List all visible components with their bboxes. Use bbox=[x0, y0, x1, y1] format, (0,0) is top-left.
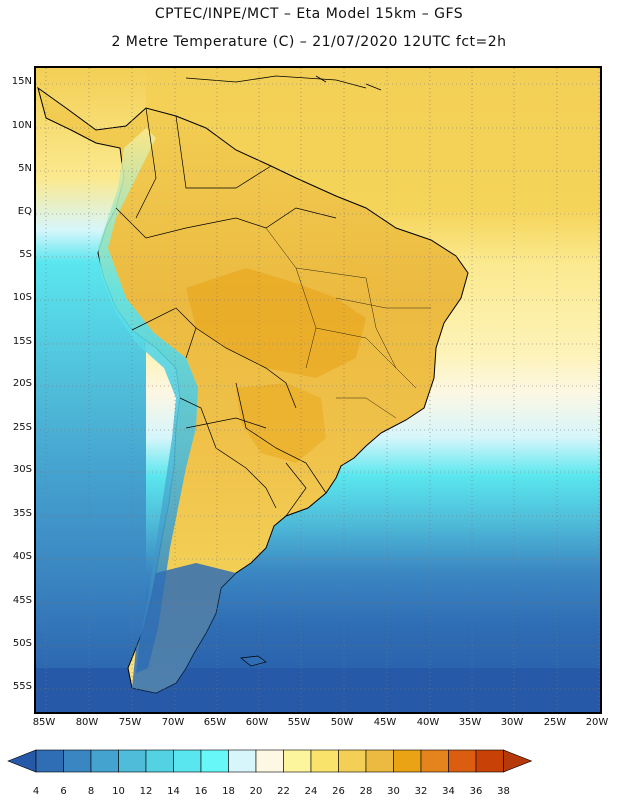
colorbar-tick-label: 20 bbox=[249, 786, 263, 797]
state-borders bbox=[265, 227, 431, 419]
caribbean-coast bbox=[185, 75, 367, 89]
lat-label: 15N bbox=[11, 76, 32, 87]
colorbar-swatch bbox=[90, 749, 119, 773]
lon-label: 80W bbox=[75, 717, 99, 728]
caribbean-islands bbox=[315, 75, 382, 91]
lat-label: 55S bbox=[12, 681, 32, 692]
colorbar-tick-label: 34 bbox=[442, 786, 455, 797]
lat-label: 25S bbox=[12, 422, 32, 433]
lon-label: 30W bbox=[500, 717, 524, 728]
colorbar-tick-label: 38 bbox=[497, 786, 510, 797]
falkland-islands bbox=[240, 655, 267, 667]
colorbar-swatch bbox=[448, 749, 477, 773]
colorbar-tick-label: 26 bbox=[332, 786, 345, 797]
colorbar bbox=[7, 749, 533, 773]
country-borders bbox=[115, 107, 337, 517]
colorbar-tick-label: 16 bbox=[194, 786, 208, 797]
colorbar-swatch bbox=[118, 749, 147, 773]
lat-label: 10N bbox=[11, 120, 32, 131]
lon-label: 40W bbox=[416, 717, 440, 728]
lat-label: 5S bbox=[19, 249, 32, 260]
colorbar-tick-label: 12 bbox=[139, 786, 153, 797]
lon-label: 55W bbox=[287, 717, 311, 728]
lat-label: 40S bbox=[12, 551, 32, 562]
lat-label: 10S bbox=[12, 292, 32, 303]
hot-south-patch bbox=[236, 383, 326, 463]
chart-title-line1: CPTEC/INPE/MCT – Eta Model 15km – GFS bbox=[154, 6, 464, 22]
colorbar-swatch bbox=[63, 749, 92, 773]
lat-label: 45S bbox=[12, 595, 32, 606]
lon-label: 75W bbox=[118, 717, 142, 728]
lat-label: 20S bbox=[12, 378, 32, 389]
patagonia-cold bbox=[132, 563, 236, 693]
colorbar-swatch bbox=[255, 749, 284, 773]
colorbar-tick-label: 28 bbox=[359, 786, 373, 797]
colorbar-tick-label: 8 bbox=[87, 786, 95, 797]
colorbar-tick-label: 18 bbox=[222, 786, 235, 797]
colorbar-left-arrow bbox=[7, 749, 37, 773]
colorbar-swatch bbox=[365, 749, 394, 773]
colorbar-swatch bbox=[228, 749, 257, 773]
southern-ocean-field bbox=[36, 668, 600, 712]
colorbar-swatch bbox=[338, 749, 367, 773]
lon-label: 25W bbox=[543, 717, 567, 728]
colorbar-swatch bbox=[420, 749, 449, 773]
lon-label: 70W bbox=[161, 717, 185, 728]
colorbar-swatch bbox=[283, 749, 312, 773]
map-svg bbox=[36, 68, 600, 712]
colorbar-tick-label: 32 bbox=[414, 786, 428, 797]
lon-label: 45W bbox=[373, 717, 397, 728]
colorbar-tick-label: 24 bbox=[304, 786, 318, 797]
colorbar-swatch bbox=[310, 749, 339, 773]
lon-label: 85W bbox=[32, 717, 56, 728]
colorbar-swatch bbox=[145, 749, 174, 773]
colorbar-tick-label: 36 bbox=[469, 786, 483, 797]
lon-label: 60W bbox=[245, 717, 269, 728]
colorbar-tick-label: 10 bbox=[112, 786, 125, 797]
andes-cold-band bbox=[98, 128, 198, 673]
colorbar-tick-label: 22 bbox=[277, 786, 290, 797]
temperature-map bbox=[34, 66, 602, 714]
colorbar-tick-label: 30 bbox=[387, 786, 400, 797]
lat-label: 50S bbox=[12, 638, 32, 649]
lon-label: 35W bbox=[458, 717, 482, 728]
colorbar-swatch bbox=[173, 749, 202, 773]
colorbar-swatch bbox=[35, 749, 64, 773]
colorbar-tick-label: 4 bbox=[32, 786, 40, 797]
lat-label: 15S bbox=[12, 336, 32, 347]
colorbar-tick-label: 6 bbox=[60, 786, 67, 797]
colorbar-right-arrow bbox=[503, 749, 533, 773]
colorbar-tick-label: 14 bbox=[167, 786, 180, 797]
graticule bbox=[36, 68, 600, 712]
colorbar-swatch bbox=[475, 749, 504, 773]
lon-label: 65W bbox=[203, 717, 227, 728]
chart-title-line2: 2 Metre Temperature (C) – 21/07/2020 12U… bbox=[111, 34, 507, 50]
colorbar-swatch bbox=[393, 749, 422, 773]
lat-label: 35S bbox=[12, 508, 32, 519]
lat-label: 5N bbox=[18, 163, 32, 174]
lon-label: 50W bbox=[330, 717, 354, 728]
lat-label: EQ bbox=[17, 206, 32, 217]
lon-label: 20W bbox=[585, 717, 609, 728]
lat-label: 30S bbox=[12, 464, 32, 475]
warm-northeast-patch bbox=[336, 258, 396, 318]
colorbar-swatch bbox=[200, 749, 229, 773]
